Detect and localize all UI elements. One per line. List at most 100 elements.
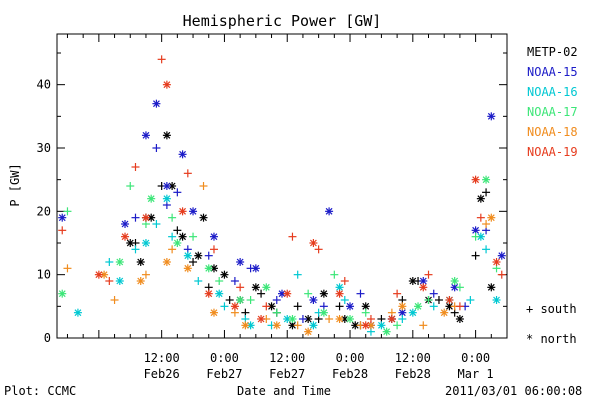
point-north: [152, 99, 161, 108]
marker-legend: + south * north: [526, 302, 577, 346]
point-south: [189, 258, 198, 266]
point-north: [408, 308, 417, 317]
marker-legend-entry: + south: [526, 302, 577, 316]
point-south: [429, 302, 438, 311]
point-south: [482, 220, 491, 228]
point-south: [199, 182, 208, 190]
point-north: [487, 112, 496, 121]
point-north: [251, 283, 260, 292]
point-north: [126, 239, 135, 247]
point-north: [178, 207, 187, 216]
x-tick-label-time: 12:00: [395, 351, 431, 365]
point-north: [178, 232, 187, 241]
point-north: [236, 296, 245, 304]
point-north: [220, 270, 229, 279]
legend-entry: NOAA-19: [527, 145, 578, 159]
point-north: [100, 270, 109, 279]
point-north: [272, 321, 281, 330]
point-south: [340, 277, 349, 285]
point-north: [319, 308, 328, 317]
point-south: [152, 220, 161, 228]
point-north: [450, 277, 459, 285]
point-north: [319, 289, 328, 298]
point-south: [168, 232, 177, 241]
point-north: [346, 315, 355, 323]
point-south: [482, 245, 491, 254]
point-south: [272, 308, 281, 317]
x-axis-label: Date and Time: [237, 384, 331, 398]
point-south: [497, 270, 506, 279]
point-north: [482, 175, 491, 184]
y-tick-label: 40: [37, 78, 51, 92]
point-south: [335, 302, 344, 311]
legend-entry: NOAA-15: [527, 65, 578, 79]
point-north: [487, 283, 496, 292]
point-south: [262, 302, 271, 311]
point-south: [173, 226, 182, 235]
legend-entry: NOAA-16: [527, 85, 578, 99]
point-south: [183, 169, 192, 178]
point-north: [471, 175, 480, 184]
y-tick-label: 10: [37, 268, 51, 282]
point-north: [325, 207, 334, 216]
point-north: [309, 239, 318, 247]
point-north: [440, 308, 449, 317]
point-north: [335, 315, 344, 323]
point-south: [63, 207, 72, 216]
point-north: [419, 283, 428, 292]
point-south: [434, 296, 443, 304]
point-north: [419, 277, 428, 285]
point-north: [278, 289, 286, 298]
x-tick-label-date: Feb26: [144, 367, 180, 381]
point-south: [105, 258, 114, 266]
point-north: [115, 277, 124, 285]
point-north: [162, 182, 171, 190]
point-south: [236, 283, 245, 292]
point-south: [419, 321, 428, 330]
point-north: [309, 321, 318, 330]
point-north: [136, 258, 145, 266]
point-south: [455, 302, 464, 311]
x-tick-label-date: Feb28: [395, 367, 431, 381]
point-south: [424, 296, 433, 304]
point-south: [126, 182, 135, 190]
point-north: [141, 239, 150, 247]
point-south: [152, 144, 161, 152]
point-north: [377, 321, 386, 330]
point-north: [361, 321, 370, 330]
point-north: [94, 270, 103, 279]
point-north: [162, 258, 171, 266]
y-axis-label: P [GW]: [8, 163, 22, 206]
point-south: [293, 302, 302, 311]
point-north: [304, 327, 313, 336]
point-south: [304, 289, 313, 298]
point-south: [131, 213, 140, 222]
point-north: [141, 213, 150, 222]
point-north: [251, 264, 260, 273]
point-south: [58, 226, 67, 235]
point-north: [288, 315, 297, 323]
point-north: [115, 258, 124, 266]
point-south: [110, 296, 119, 304]
point-south: [424, 270, 433, 279]
point-south: [189, 232, 198, 241]
marker-legend-entry: * north: [526, 332, 577, 346]
point-south: [131, 163, 140, 171]
point-south: [429, 289, 438, 298]
point-north: [183, 251, 192, 260]
point-south: [105, 277, 114, 285]
point-north: [189, 207, 198, 216]
x-tick-label-date: Mar 1: [458, 367, 494, 381]
point-north: [194, 251, 203, 260]
point-north: [241, 321, 250, 330]
point-north: [445, 296, 454, 304]
point-south: [330, 270, 339, 279]
point-south: [173, 188, 182, 197]
point-south: [482, 188, 491, 197]
point-south: [220, 302, 229, 311]
point-north: [204, 264, 213, 273]
point-north: [58, 289, 67, 298]
point-south: [476, 213, 485, 222]
legend: METP-02 NOAA-15 NOAA-16 NOAA-17 NOAA-18 NOAA-…: [527, 45, 578, 159]
